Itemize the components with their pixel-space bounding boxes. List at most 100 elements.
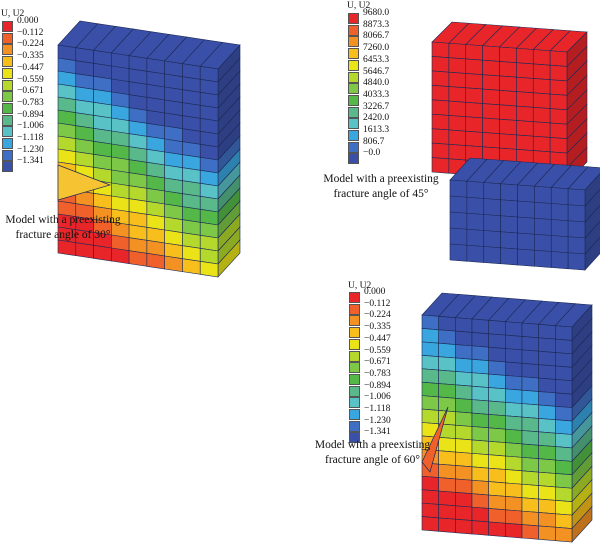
mesh-element: [471, 345, 489, 361]
mesh-element: [499, 46, 517, 64]
legend-swatch: [348, 59, 359, 71]
legend-value: −1.230: [17, 144, 44, 155]
mesh-element: [421, 475, 439, 492]
mesh-element: [555, 500, 573, 516]
caption-model-45: Model with a preexisting fracture angle …: [306, 172, 456, 202]
legend-swatch: [2, 138, 13, 149]
mesh-element: [455, 492, 473, 508]
mesh-element: [482, 59, 500, 77]
mesh-element: [521, 430, 539, 446]
mesh-element: [516, 47, 534, 65]
fracture-wedge: [57, 164, 112, 201]
mesh-element: [421, 516, 439, 532]
mesh-element: [488, 333, 506, 349]
mesh-element: [538, 444, 556, 461]
legend-swatch: [349, 292, 360, 303]
mesh-element: [488, 400, 506, 417]
legend-value: 1613.3: [363, 125, 390, 135]
mesh-element: [146, 252, 165, 270]
legend-value: 5646.7: [363, 66, 390, 77]
caption-line-2: fracture angle of 60°: [325, 454, 420, 466]
legend-swatch: [2, 114, 13, 126]
legend-swatch: [349, 362, 360, 374]
mesh-element: [505, 469, 523, 485]
mesh-element: [448, 42, 467, 60]
mesh-element: [438, 517, 456, 533]
mesh-element: [516, 62, 534, 79]
legend-swatch: [2, 79, 13, 91]
mesh-element: [471, 412, 489, 429]
mesh-element: [505, 401, 523, 418]
mesh-element: [488, 467, 506, 484]
legend-title: U, U2: [347, 1, 371, 11]
mesh-element: [505, 509, 523, 525]
mesh-element: [521, 349, 539, 365]
mesh-element: [466, 212, 485, 231]
mesh-element: [455, 317, 473, 333]
mesh-element: [471, 318, 489, 335]
mesh-element: [431, 85, 450, 102]
mesh-element: [471, 372, 489, 388]
mesh-element: [521, 443, 539, 460]
legend-swatch: [348, 94, 359, 106]
mesh-element: [488, 508, 506, 524]
mesh-element: [521, 322, 539, 339]
mesh-element: [555, 473, 573, 489]
legend-value: −0.112: [17, 27, 44, 38]
legend-swatch: [2, 161, 13, 173]
legend-value: −0.894: [17, 109, 44, 120]
mesh-element: [111, 247, 130, 265]
caption-line-2: fracture angle of 45°: [333, 188, 429, 200]
mesh-element: [448, 144, 467, 161]
mesh-element: [500, 215, 518, 234]
mesh-element: [488, 360, 506, 376]
mesh-element: [455, 465, 473, 481]
mesh-element: [421, 354, 439, 371]
mesh-element: [505, 375, 523, 391]
mesh-element: [128, 250, 148, 267]
mesh-element: [455, 371, 473, 387]
legend-value: 0.000: [17, 16, 39, 26]
mesh-element: [483, 182, 501, 201]
mesh-element: [555, 379, 573, 395]
mesh-element: [455, 397, 473, 414]
mesh-element: [500, 183, 518, 202]
mesh-element: [555, 352, 573, 368]
mesh-element: [455, 384, 473, 400]
mesh-element: [534, 217, 552, 236]
mesh-element: [516, 105, 534, 123]
mesh-element: [555, 459, 573, 476]
mesh-element: [538, 512, 556, 528]
legend-swatch: [349, 338, 360, 350]
mesh-element: [534, 249, 552, 268]
mesh-element: [448, 71, 467, 89]
mesh-element: [455, 411, 473, 427]
mesh-element: [516, 76, 534, 94]
mesh-element: [199, 260, 219, 278]
mesh-element: [555, 513, 573, 529]
mesh-element: [421, 489, 439, 505]
mesh-element: [465, 58, 483, 75]
mesh-element: [488, 481, 506, 497]
mesh-element: [488, 494, 506, 511]
legend-value: −0.335: [17, 51, 44, 62]
mesh-element: [505, 334, 523, 351]
legend-swatch: [2, 44, 13, 56]
mesh-element: [499, 61, 517, 78]
mesh-element: [421, 408, 439, 425]
mesh-element: [471, 493, 489, 509]
legend-swatch: [2, 56, 13, 68]
mesh-element: [465, 73, 483, 90]
mesh-element: [438, 329, 456, 345]
mesh-element: [534, 201, 552, 220]
mesh-element: [534, 233, 552, 252]
mesh-element: [164, 255, 183, 273]
legend-value: −0.559: [17, 74, 44, 85]
mesh-element: [449, 243, 468, 262]
mesh-element: [466, 228, 485, 247]
mesh-element: [538, 485, 556, 501]
mesh-element: [466, 196, 485, 215]
mesh-element: [499, 104, 517, 121]
fracture-model-45: [431, 21, 600, 271]
mesh-element: [482, 132, 500, 149]
